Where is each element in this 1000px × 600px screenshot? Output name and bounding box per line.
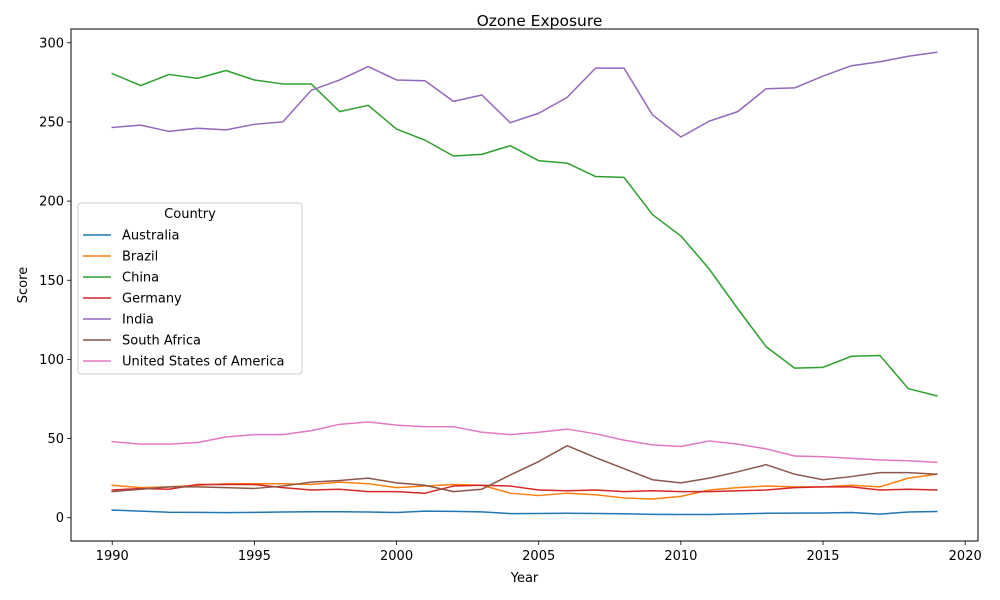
series-line-south-africa — [111, 444, 938, 493]
legend-label-australia: Australia — [122, 229, 180, 244]
plot-frame — [70, 28, 979, 542]
x-tick-label: 2010 — [664, 549, 697, 564]
legend-label-germany: Germany — [122, 292, 182, 307]
y-tick-label: 200 — [39, 195, 64, 210]
legend-label-india: India — [122, 313, 154, 328]
y-tick-label: 0 — [56, 511, 64, 526]
legend-items: Australia Brazil China Germany India South Af… — [83, 229, 284, 370]
y-tick-label: 150 — [39, 274, 64, 289]
y-axis: 0 50 100 150 200 250 300 — [39, 36, 71, 526]
y-tick-label: 300 — [39, 36, 64, 51]
x-tick-label: 1990 — [96, 549, 129, 564]
series-lines — [111, 51, 938, 516]
x-tick-label: 2005 — [522, 549, 555, 564]
series-line-australia — [111, 509, 938, 516]
legend-label-brazil: Brazil — [122, 250, 158, 265]
series-line-china — [111, 69, 938, 397]
y-tick-label: 100 — [39, 353, 64, 368]
series-line-germany — [111, 483, 938, 494]
x-axis-title: Year — [510, 571, 539, 586]
chart-title: Ozone Exposure — [477, 12, 603, 30]
plot-area: 1990 1995 2000 2005 2010 2015 2020 0 50 100 150 20… — [39, 28, 982, 564]
legend-frame — [77, 202, 303, 375]
legend-label-united-states-of-america: United States of America — [122, 355, 284, 370]
x-tick-label: 2020 — [949, 549, 982, 564]
x-axis: 1990 1995 2000 2005 2010 2015 2020 — [96, 541, 982, 564]
y-axis-title: Score — [16, 267, 31, 303]
x-tick-label: 2015 — [806, 549, 839, 564]
x-tick-label: 1995 — [238, 549, 271, 564]
x-tick-label: 2000 — [380, 549, 413, 564]
legend-title: Country — [164, 207, 216, 222]
series-line-india — [111, 51, 938, 138]
y-tick-label: 50 — [47, 432, 64, 447]
legend-label-south-africa: South Africa — [122, 334, 201, 349]
legend: Country Australia Brazil China Germany India… — [77, 202, 303, 375]
series-line-united-states-of-america — [111, 421, 938, 464]
y-tick-label: 250 — [39, 115, 64, 130]
legend-label-china: China — [122, 271, 159, 286]
